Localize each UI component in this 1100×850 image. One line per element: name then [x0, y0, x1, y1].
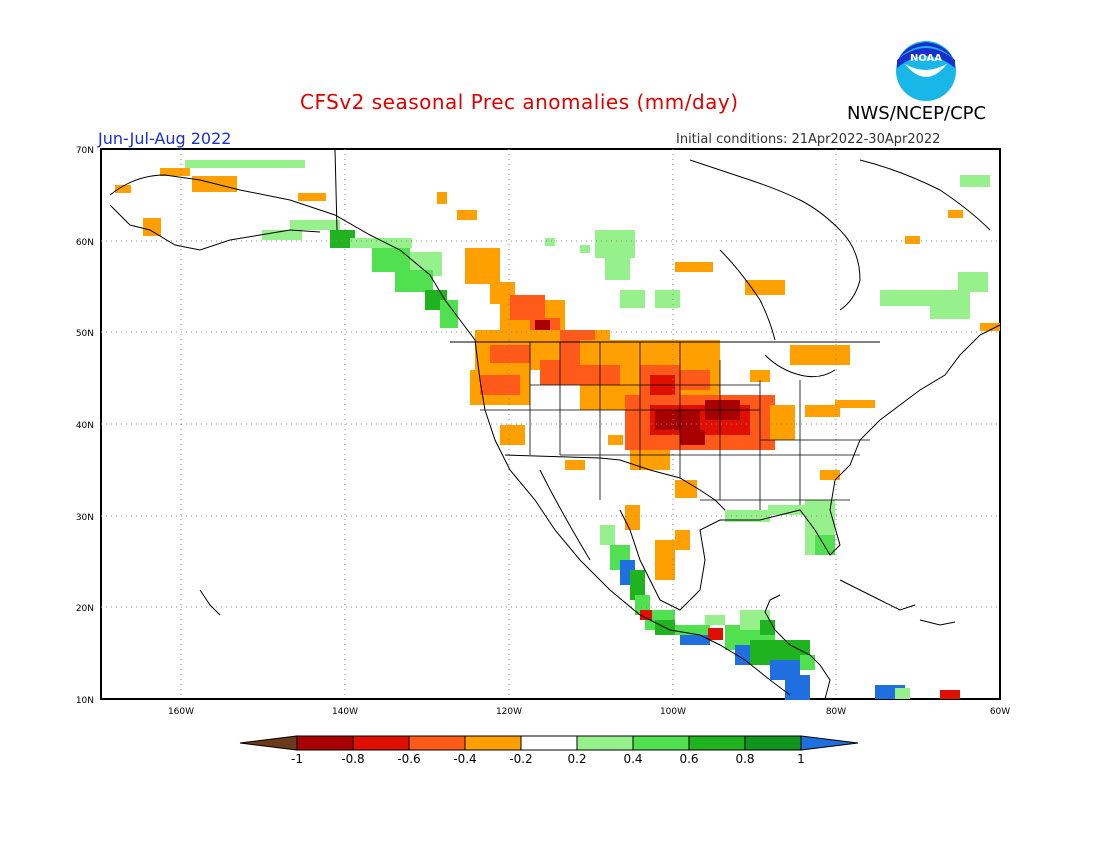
colorbar-segment	[408, 735, 466, 751]
colorbar-label: -1	[291, 752, 303, 766]
colorbar-segment	[352, 735, 410, 751]
colorbar-label: -0.2	[509, 752, 532, 766]
lat-label: 20N	[76, 604, 94, 614]
colorbar-left-arrow	[239, 735, 298, 751]
coastlines	[109, 148, 1001, 700]
colorbar-label: -0.6	[397, 752, 420, 766]
colorbar-label: -0.4	[453, 752, 476, 766]
svg-text:NOAA: NOAA	[910, 53, 942, 64]
colorbar-segment	[520, 735, 578, 751]
colorbar-labels: -1 -0.8 -0.6 -0.4 -0.2 0.2 0.4 0.6 0.8 1	[291, 752, 805, 766]
lon-labels: 160W 140W 120W 100W 80W 60W	[168, 707, 1010, 717]
agency-label: NWS/NCEP/CPC	[847, 103, 987, 124]
colorbar	[239, 735, 859, 751]
colorbar-segment	[576, 735, 634, 751]
lon-label: 140W	[332, 707, 358, 717]
colorbar-label: 0.4	[623, 752, 642, 766]
lat-label: 60N	[76, 238, 94, 248]
colorbar-right-arrow	[800, 735, 859, 751]
colorbar-segment	[744, 735, 802, 751]
colorbar-segment	[688, 735, 746, 751]
colorbar-label: 1	[797, 752, 805, 766]
lat-labels: 70N 60N 50N 40N 30N 20N 10N	[76, 146, 94, 706]
colorbar-label: -0.8	[341, 752, 364, 766]
gridlines	[101, 149, 1000, 699]
lon-label: 120W	[496, 707, 522, 717]
lat-label: 10N	[76, 696, 94, 706]
noaa-logo-icon: NOAA	[896, 41, 956, 101]
season-label: Jun-Jul-Aug 2022	[98, 129, 232, 148]
lon-label: 100W	[660, 707, 686, 717]
map-frame	[100, 148, 1001, 700]
initial-conditions: Initial conditions: 21Apr2022-30Apr2022	[676, 132, 941, 147]
map-title: CFSv2 seasonal Prec anomalies (mm/day)	[300, 90, 739, 114]
colorbar-label: 0.8	[735, 752, 754, 766]
colorbar-segment	[632, 735, 690, 751]
anomaly-patches	[115, 160, 1000, 700]
lat-label: 40N	[76, 421, 94, 431]
lon-label: 80W	[826, 707, 846, 717]
lat-label: 70N	[76, 146, 94, 156]
lat-label: 30N	[76, 513, 94, 523]
colorbar-segment	[464, 735, 522, 751]
state-borders	[480, 342, 870, 510]
lon-label: 60W	[990, 707, 1010, 717]
colorbar-segment	[296, 735, 354, 751]
colorbar-label: 0.6	[679, 752, 698, 766]
lon-label: 160W	[168, 707, 194, 717]
lat-label: 50N	[76, 329, 94, 339]
colorbar-label: 0.2	[567, 752, 586, 766]
